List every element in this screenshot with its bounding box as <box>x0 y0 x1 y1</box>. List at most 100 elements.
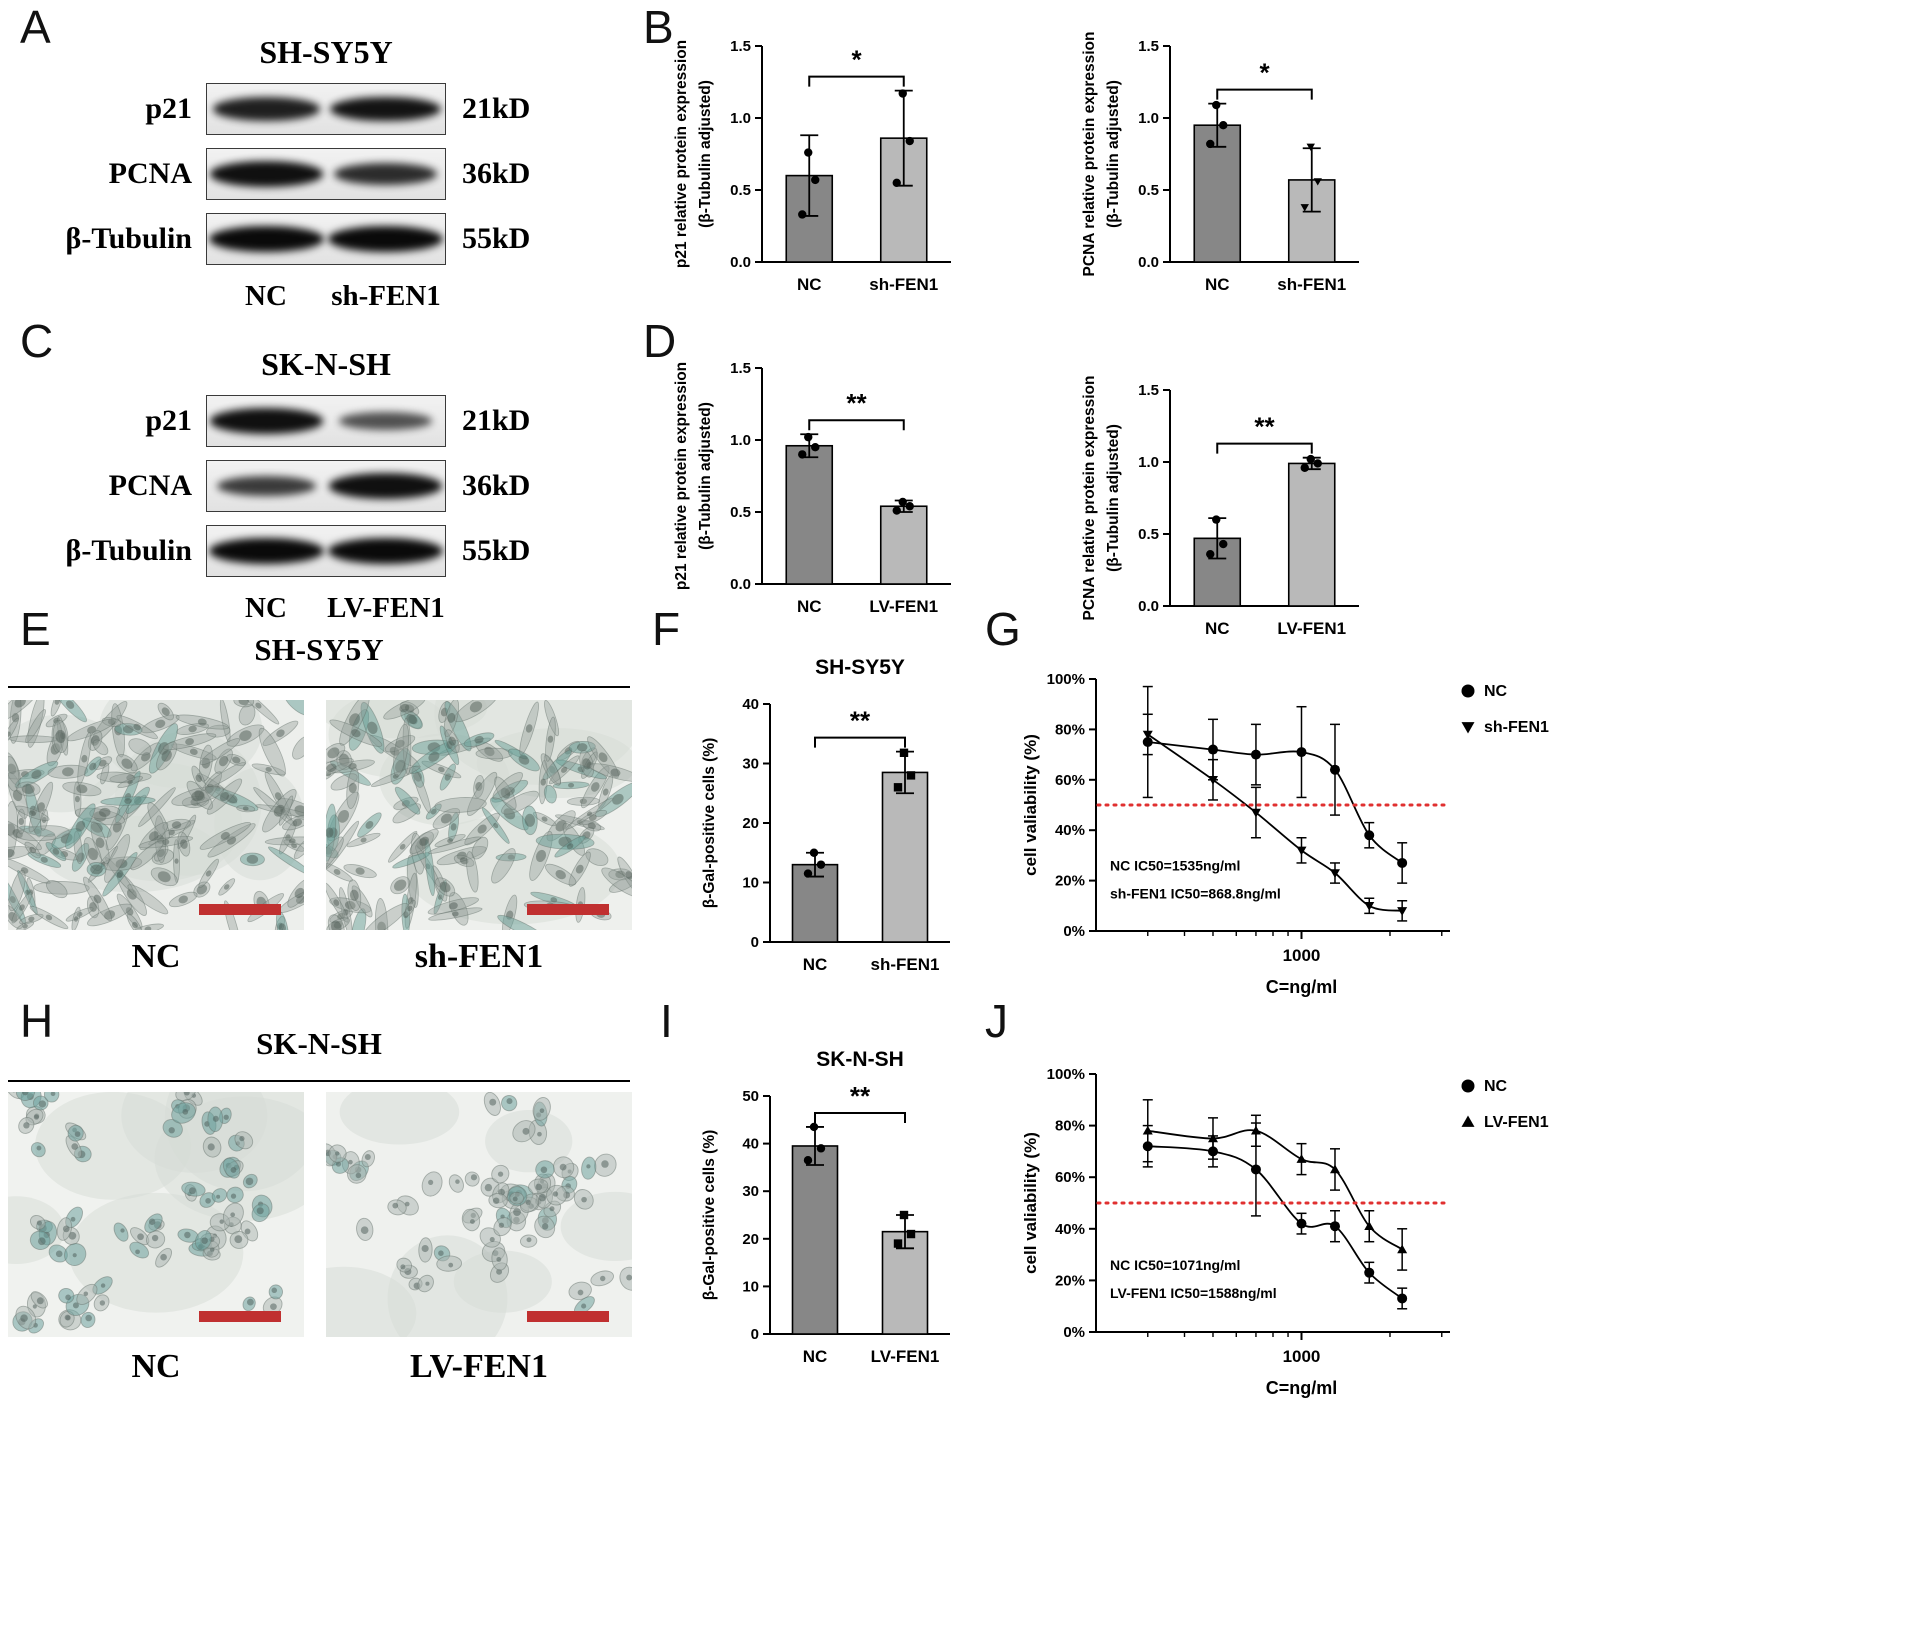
image-label-e-shfen1: sh-FEN1 <box>414 938 544 975</box>
svg-text:0.0: 0.0 <box>1138 598 1159 615</box>
bar-NC <box>1193 124 1242 263</box>
bar-NC <box>791 1145 839 1335</box>
x-axis-label: C=ng/ml <box>1266 1378 1338 1398</box>
protein-band <box>209 226 324 252</box>
panel-letter-g: G <box>985 603 1021 655</box>
svg-text:1.0: 1.0 <box>730 432 751 449</box>
protein-band <box>212 97 321 121</box>
blot-band-box <box>206 460 446 512</box>
svg-text:0.5: 0.5 <box>730 504 751 521</box>
panel-h-title: SK-N-SH <box>256 1026 382 1061</box>
bar-chart-group: 0.0 0.5 1.0 1.5 NC LV-FEN1 ** p21 relative prot… <box>673 360 951 616</box>
bar-LV-FEN1 <box>1287 462 1336 607</box>
svg-text:40: 40 <box>742 1136 759 1153</box>
panel-letter-e: E <box>20 603 51 655</box>
bar-chart-pcna-shsy5y: 0.0 0.5 1.0 1.5 NC sh-FEN1 * PCNA relative prot… <box>1081 32 1359 294</box>
protein-band <box>333 163 438 185</box>
svg-text:NC: NC <box>1205 275 1230 294</box>
blot-row: PCNA 36kD <box>58 148 530 200</box>
microscopy-image-sknsh-lvfen1 <box>326 1092 632 1337</box>
trend-line-NC <box>1147 1145 1403 1300</box>
panel-letter-f: F <box>652 603 681 655</box>
protein-label: p21 <box>145 92 192 125</box>
panel-letter-h: H <box>20 995 54 1047</box>
svg-text:(β-Tubulin adjusted): (β-Tubulin adjusted) <box>697 402 714 550</box>
microscopy-image-shsy5y-shfen1 <box>326 700 632 930</box>
svg-text:1.5: 1.5 <box>1138 38 1159 55</box>
protein-label: PCNA <box>108 157 192 190</box>
protein-band <box>210 408 323 434</box>
svg-text:0%: 0% <box>1063 923 1085 940</box>
svg-text:0.0: 0.0 <box>1138 254 1159 271</box>
svg-text:0: 0 <box>751 934 759 951</box>
bar-chart-group: 0 10 20 30 40 50 NC LV-FEN1 ** β-Gal-positive cel… <box>701 1048 950 1366</box>
legend-label: NC <box>1484 1078 1508 1095</box>
legend-label: NC <box>1484 683 1508 700</box>
bar-LV-FEN1 <box>879 505 928 585</box>
svg-text:LV-FEN1: LV-FEN1 <box>871 1347 940 1366</box>
lane-label: NC <box>245 280 287 312</box>
significance-bracket <box>808 419 905 431</box>
svg-text:0%: 0% <box>1063 1324 1085 1341</box>
protein-label: β-Tubulin <box>65 534 192 567</box>
image-label-h-lvfen1: LV-FEN1 <box>410 1348 548 1385</box>
y-axis-label: p21 relative protein expression <box>673 40 690 268</box>
line-chart-viability-sknsh: 0% 20% 40% 60% 80% 100% 1000 C=ng/ml NC LV-FEN1 NC… <box>1021 1066 1549 1398</box>
bar-NC <box>785 444 834 585</box>
svg-text:20: 20 <box>742 815 759 832</box>
scale-bar <box>527 904 609 915</box>
ic50-annotation: LV-FEN1 IC50=1588ng/ml <box>1110 1285 1277 1301</box>
bar-chart-group: 0 10 20 30 40 NC sh-FEN1 ** β-Gal-positive cells… <box>701 656 950 974</box>
bar-chart-p21-shsy5y: 0.0 0.5 1.0 1.5 NC sh-FEN1 * p21 relative prote… <box>673 38 951 294</box>
y-axis-label: cell valiability (%) <box>1021 1132 1040 1274</box>
svg-text:NC: NC <box>1205 619 1230 638</box>
y-axis-label: PCNA relative protein expression <box>1081 32 1098 277</box>
svg-text:(β-Tubulin adjusted): (β-Tubulin adjusted) <box>697 80 714 228</box>
line-chart-group: 0% 20% 40% 60% 80% 100% 1000 C=ng/ml NC sh-FEN1 NC… <box>1021 671 1549 997</box>
svg-text:20%: 20% <box>1055 1272 1085 1289</box>
blot-row: p21 21kD <box>58 395 530 447</box>
svg-text:NC: NC <box>803 955 828 974</box>
protein-label: PCNA <box>108 469 192 502</box>
protein-band <box>210 161 323 187</box>
svg-text:**: ** <box>850 706 871 736</box>
svg-text:60%: 60% <box>1055 772 1085 789</box>
bar-chart-bgal-shsy5y: 0 10 20 30 40 NC sh-FEN1 ** β-Gal-positive cells… <box>701 656 950 974</box>
y-axis-label: cell valiability (%) <box>1021 734 1040 876</box>
protein-band <box>209 538 324 564</box>
bar-chart-bgal-sknsh: 0 10 20 30 40 50 NC LV-FEN1 ** β-Gal-positive cel… <box>701 1048 950 1366</box>
y-axis-label: p21 relative protein expression <box>673 362 690 590</box>
blot-row: p21 21kD <box>58 83 530 135</box>
svg-text:sh-FEN1: sh-FEN1 <box>871 955 940 974</box>
svg-text:80%: 80% <box>1055 1118 1085 1135</box>
significance-bracket <box>814 1111 906 1123</box>
svg-text:sh-FEN1: sh-FEN1 <box>869 275 938 294</box>
chart-title: SK-N-SH <box>816 1048 904 1071</box>
y-axis-label: β-Gal-positive cells (%) <box>701 1130 718 1301</box>
svg-text:**: ** <box>1254 412 1275 442</box>
protein-band <box>216 476 316 496</box>
line-chart-group: 0% 20% 40% 60% 80% 100% 1000 C=ng/ml NC LV-FEN1 NC… <box>1021 1066 1549 1398</box>
svg-text:1.0: 1.0 <box>730 110 751 127</box>
western-blot-sknsh: SK-N-SH p21 21kD PCNA 36kD β-Tubulin 55kD NC LV-… <box>58 346 531 625</box>
svg-text:1000: 1000 <box>1283 1347 1321 1366</box>
western-blot-shsy5y: SH-SY5Y p21 21kD PCNA 36kD β-Tubulin 55kD NC sh-… <box>58 34 531 313</box>
svg-text:**: ** <box>846 388 867 418</box>
significance-bracket <box>1216 88 1313 100</box>
svg-text:(β-Tubulin adjusted): (β-Tubulin adjusted) <box>1105 80 1122 228</box>
blot-row: PCNA 36kD <box>58 460 530 512</box>
svg-text:**: ** <box>850 1081 871 1111</box>
y-axis-label: PCNA relative protein expression <box>1081 376 1098 621</box>
panel-letter-c: C <box>20 315 54 367</box>
lane-label: NC <box>245 592 287 624</box>
svg-text:1000: 1000 <box>1283 946 1321 965</box>
svg-text:1.0: 1.0 <box>1138 110 1159 127</box>
panel-e-title: SH-SY5Y <box>254 632 384 667</box>
svg-text:0.5: 0.5 <box>1138 526 1159 543</box>
bar-chart-group: 0.0 0.5 1.0 1.5 NC LV-FEN1 ** PCNA relative pro… <box>1081 376 1359 638</box>
svg-text:0.0: 0.0 <box>730 576 751 593</box>
chart-title: SH-SY5Y <box>815 656 905 679</box>
svg-text:(β-Tubulin adjusted): (β-Tubulin adjusted) <box>1105 424 1122 572</box>
ic50-annotation: NC IC50=1071ng/ml <box>1110 1257 1240 1273</box>
protein-label: β-Tubulin <box>65 222 192 255</box>
